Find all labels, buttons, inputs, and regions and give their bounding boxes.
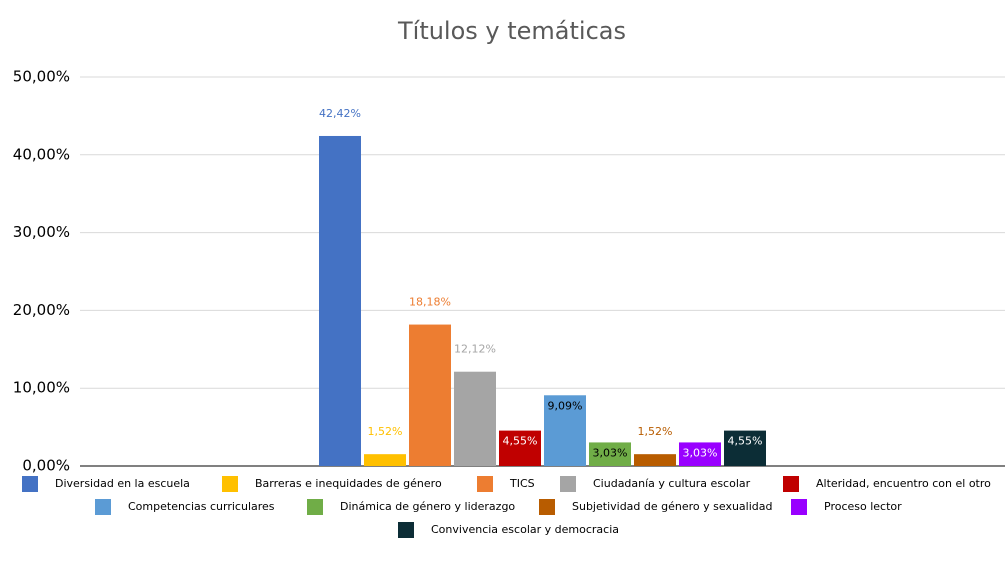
legend-label: Diversidad en la escuela (55, 477, 190, 490)
legend-swatch (539, 499, 555, 515)
data-label: 1,52% (368, 425, 403, 438)
legend-swatch (560, 476, 576, 492)
legend-label: Alteridad, encuentro con el otro (816, 477, 991, 490)
y-tick-label: 50,00% (13, 68, 70, 86)
bar (364, 454, 406, 466)
y-tick-label: 20,00% (13, 301, 70, 319)
bar (499, 430, 541, 466)
legend-label: Dinámica de género y liderazgo (340, 500, 515, 513)
bar (589, 442, 631, 466)
legend-swatch (398, 522, 414, 538)
legend-swatch (783, 476, 799, 492)
legend-swatch (307, 499, 323, 515)
bar (454, 371, 496, 466)
legend-swatch (95, 499, 111, 515)
legend-label: Convivencia escolar y democracia (431, 523, 619, 536)
data-label: 4,55% (503, 435, 538, 448)
bar (634, 454, 676, 466)
legend-label: Barreras e inequidades de género (255, 477, 442, 490)
legend-label: Proceso lector (824, 500, 902, 513)
bar (319, 135, 361, 466)
data-label: 3,03% (593, 446, 628, 459)
data-label: 1,52% (638, 425, 673, 438)
legend-label: Subjetividad de género y sexualidad (572, 500, 773, 513)
y-tick-label: 30,00% (13, 223, 70, 241)
data-label: 12,12% (454, 343, 496, 356)
legend-label: Ciudadanía y cultura escolar (593, 477, 751, 490)
y-tick-label: 10,00% (13, 379, 70, 397)
y-tick-label: 40,00% (13, 145, 70, 163)
legend-label: TICS (509, 477, 535, 490)
legend-label: Competencias curriculares (128, 500, 275, 513)
data-label: 3,03% (683, 446, 718, 459)
bar (724, 430, 766, 466)
y-tick-label: 0,00% (22, 457, 70, 475)
chart-title: Títulos y temáticas (397, 17, 626, 45)
data-label: 4,55% (728, 435, 763, 448)
data-label: 9,09% (548, 399, 583, 412)
data-label: 18,18% (409, 296, 451, 309)
legend-swatch (22, 476, 38, 492)
legend-swatch (477, 476, 493, 492)
data-label: 42,42% (319, 107, 361, 120)
legend-swatch (791, 499, 807, 515)
legend-swatch (222, 476, 238, 492)
bar (679, 442, 721, 466)
bar (544, 395, 586, 466)
bar (409, 324, 451, 466)
